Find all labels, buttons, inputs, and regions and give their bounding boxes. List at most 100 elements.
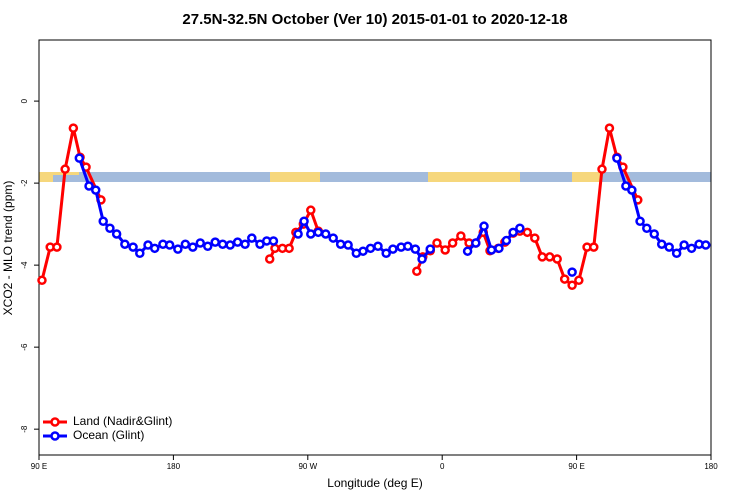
point xyxy=(664,242,674,252)
point xyxy=(135,248,145,258)
point xyxy=(425,244,436,254)
point xyxy=(686,243,697,254)
point xyxy=(247,233,257,243)
x-axis-label: Longitude (deg E) xyxy=(327,476,422,490)
point xyxy=(432,238,442,248)
point xyxy=(471,238,481,248)
point xyxy=(120,239,130,249)
point xyxy=(559,274,570,284)
point xyxy=(567,280,577,290)
point xyxy=(597,164,607,174)
y-tick-label: -6 xyxy=(20,343,29,351)
point xyxy=(217,239,228,249)
point xyxy=(313,227,324,238)
point xyxy=(111,229,122,239)
point xyxy=(486,245,497,255)
point xyxy=(180,239,191,249)
point xyxy=(335,239,346,249)
point xyxy=(642,223,652,233)
point xyxy=(188,242,198,252)
x-tick-label: 90 E xyxy=(568,462,584,471)
point xyxy=(328,233,338,243)
point xyxy=(671,248,682,258)
point xyxy=(284,243,294,254)
point xyxy=(268,236,279,246)
legend-label: Ocean (Glint) xyxy=(73,428,144,442)
point xyxy=(128,242,138,252)
point xyxy=(60,164,70,174)
point xyxy=(343,240,353,250)
point xyxy=(621,181,631,191)
point xyxy=(149,243,160,254)
point xyxy=(232,237,243,247)
point xyxy=(299,216,309,227)
point xyxy=(365,243,376,254)
point xyxy=(462,246,473,256)
y-tick-label: -4 xyxy=(20,261,29,269)
point xyxy=(173,244,183,254)
point xyxy=(105,223,115,233)
point xyxy=(574,275,584,286)
y-tick-label: 0 xyxy=(20,98,29,103)
point xyxy=(522,227,533,238)
point xyxy=(656,239,667,249)
legend-marker xyxy=(50,417,60,427)
point xyxy=(612,153,622,163)
point xyxy=(410,244,421,254)
point xyxy=(440,245,450,255)
point xyxy=(508,227,518,238)
plot-frame xyxy=(38,39,712,456)
point xyxy=(164,240,175,250)
point xyxy=(417,254,427,264)
point xyxy=(479,221,489,231)
point xyxy=(515,223,525,233)
x-tick-label: 0 xyxy=(440,462,445,471)
point xyxy=(210,237,220,247)
point xyxy=(530,233,540,243)
point xyxy=(37,275,47,286)
x-tick-label: 90 E xyxy=(31,462,47,471)
y-axis-label: XCO2 - MLO trend (ppm) xyxy=(1,181,15,316)
point xyxy=(604,123,615,133)
point xyxy=(501,235,512,246)
point xyxy=(567,267,577,277)
point xyxy=(306,205,316,215)
point xyxy=(195,238,206,248)
point xyxy=(98,216,108,227)
point xyxy=(320,229,331,239)
point xyxy=(544,252,555,262)
point xyxy=(494,243,504,254)
point xyxy=(403,241,413,252)
point xyxy=(701,240,711,250)
point xyxy=(84,181,94,191)
y-tick-label: -8 xyxy=(20,425,29,433)
point xyxy=(225,240,235,250)
legend-marker xyxy=(50,431,60,441)
point xyxy=(679,240,689,250)
point xyxy=(358,246,368,256)
point xyxy=(293,229,303,239)
x-tick-label: 90 W xyxy=(298,462,317,471)
point xyxy=(68,123,79,133)
x-tick-label: 180 xyxy=(167,462,181,471)
point xyxy=(90,185,101,195)
point xyxy=(627,185,637,195)
point xyxy=(635,216,645,227)
x-tick-label: 180 xyxy=(704,462,718,471)
chart-title: 27.5N-32.5N October (Ver 10) 2015-01-01 … xyxy=(182,11,567,28)
point xyxy=(552,254,562,264)
point xyxy=(373,241,383,252)
point xyxy=(388,244,398,254)
point xyxy=(306,229,316,239)
point xyxy=(381,248,391,258)
point xyxy=(264,254,275,264)
point xyxy=(240,239,250,249)
point xyxy=(456,231,466,241)
map-strip xyxy=(39,172,711,182)
point xyxy=(537,252,548,262)
point xyxy=(412,266,422,277)
legend-label: Land (Nadir&Glint) xyxy=(73,414,172,428)
point xyxy=(202,241,213,252)
